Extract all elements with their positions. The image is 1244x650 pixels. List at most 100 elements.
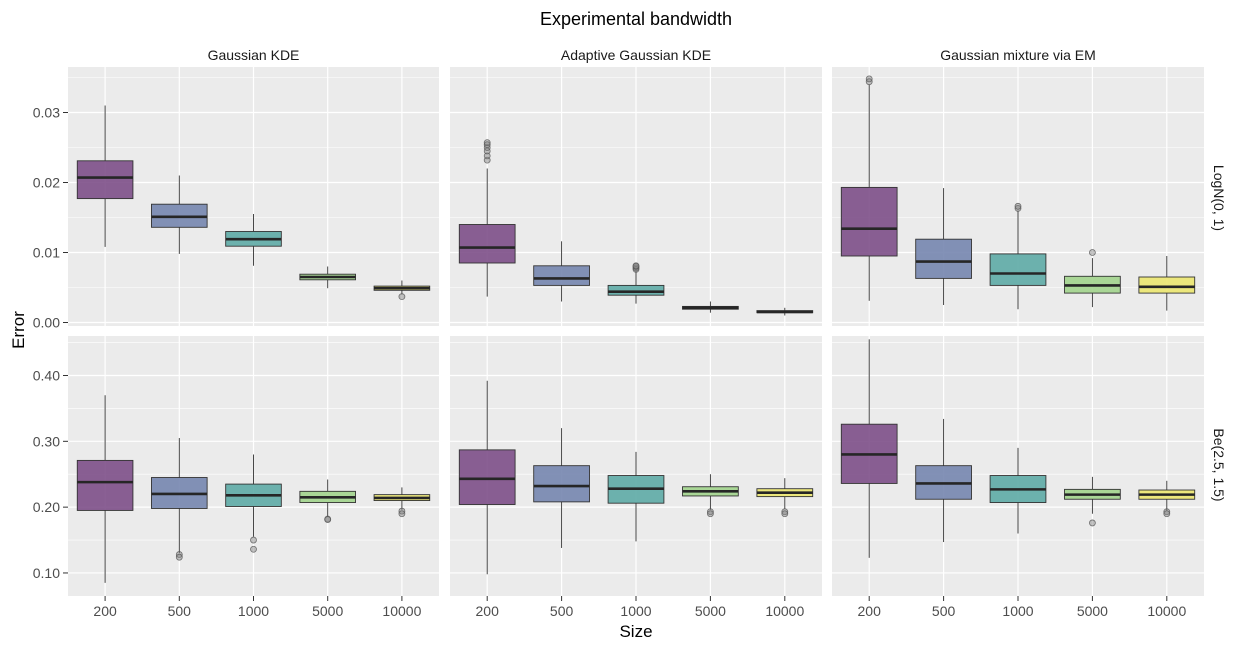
outlier-point [707,508,714,516]
box-iqr [915,238,972,279]
strip-label-row-1: LogN(0, 1) [1211,165,1227,231]
box-iqr [533,265,590,286]
outlier-point [1163,508,1171,516]
box-iqr [458,224,516,264]
facet-panels [68,67,1204,596]
y-tick-label: 0.03 [33,105,60,121]
box-5000 [299,479,356,524]
x-tick-label: 10000 [382,603,421,619]
panel-1-1 [68,67,439,326]
outlier-point [250,545,257,553]
strip-label-col-1: Gaussian KDE [208,47,300,63]
x-tick-label: 500 [168,603,192,619]
x-tick-label: 500 [550,603,574,619]
panel-2-1 [68,336,439,596]
x-tick-label: 1000 [620,603,651,619]
x-tick-label: 10000 [1147,603,1186,619]
box-1000 [225,454,282,553]
box-10000 [373,280,431,301]
strip-label-col-2: Adaptive Gaussian KDE [561,47,711,63]
outlier-point [398,510,406,518]
box-500 [915,188,972,305]
x-tick-label: 1000 [1002,603,1033,619]
box-5000 [682,301,739,313]
box-500 [533,241,590,302]
box-10000 [1138,256,1196,311]
box-1000 [607,262,665,304]
box-1000 [989,447,1047,534]
y-tick-label: 0.02 [33,175,60,191]
outlier-point [781,510,789,518]
box-10000 [756,478,814,518]
strip-label-row-2: Be(2.5, 1.5) [1211,428,1227,501]
outlier-point [1014,202,1022,210]
box-5000 [299,266,356,289]
panel-1-2 [450,67,822,326]
outlier-point [1089,519,1096,527]
y-tick-label: 0.10 [33,565,60,581]
x-tick-label: 500 [932,603,956,619]
box-5000 [1064,249,1121,308]
box-500 [915,418,972,543]
box-iqr [989,253,1047,286]
box-200 [840,75,898,301]
x-tick-label: 200 [93,603,117,619]
box-200 [76,105,134,247]
chart-title: Experimental bandwidth [540,9,732,29]
box-1000 [225,214,282,266]
outlier-point [707,510,714,518]
outlier-point [175,553,183,561]
outlier-point [483,139,491,147]
outlier-point [250,536,257,544]
box-1000 [989,202,1047,310]
x-tick-label: 10000 [765,603,804,619]
panel-1-3 [832,67,1204,326]
outlier-point [1014,204,1022,212]
box-500 [151,438,208,561]
panel-2-3 [832,336,1204,596]
box-iqr [840,186,898,257]
x-tick-label: 1000 [238,603,269,619]
box-500 [151,175,208,254]
box-500 [533,428,590,548]
panel-2-2 [450,336,822,596]
box-200 [840,339,898,558]
box-10000 [756,307,814,316]
y-tick-label: 0.30 [33,433,60,449]
x-tick-label: 5000 [1077,603,1108,619]
box-1000 [607,451,665,542]
y-tick-label: 0.00 [33,315,60,331]
y-tick-label: 0.20 [33,499,60,515]
box-iqr [607,284,665,296]
box-200 [458,139,516,297]
box-200 [458,380,516,575]
outlier-point [632,262,640,270]
strip-label-col-3: Gaussian mixture via EM [940,47,1096,63]
x-axis-label: Size [619,622,652,641]
outlier-point [1163,510,1171,518]
x-tick-label: 5000 [695,603,726,619]
outlier-point [398,293,406,301]
box-200 [76,395,134,583]
y-tick-label: 0.40 [33,367,60,383]
x-tick-label: 200 [476,603,500,619]
outlier-point [483,152,491,160]
box-iqr [76,459,134,511]
box-iqr [1138,276,1196,294]
outlier-point [865,75,873,83]
outlier-point [781,508,789,516]
box-iqr [458,449,516,505]
x-tick-label: 200 [858,603,882,619]
y-tick-label: 0.01 [33,245,60,261]
box-10000 [373,487,431,518]
box-5000 [682,474,739,518]
outlier-point [324,516,332,524]
box-10000 [1138,480,1196,518]
outlier-point [1089,249,1096,256]
box-iqr [533,465,590,503]
box-5000 [1064,476,1121,527]
outlier-point [483,141,491,149]
y-axis-label: Error [9,311,28,349]
x-tick-label: 5000 [312,603,343,619]
